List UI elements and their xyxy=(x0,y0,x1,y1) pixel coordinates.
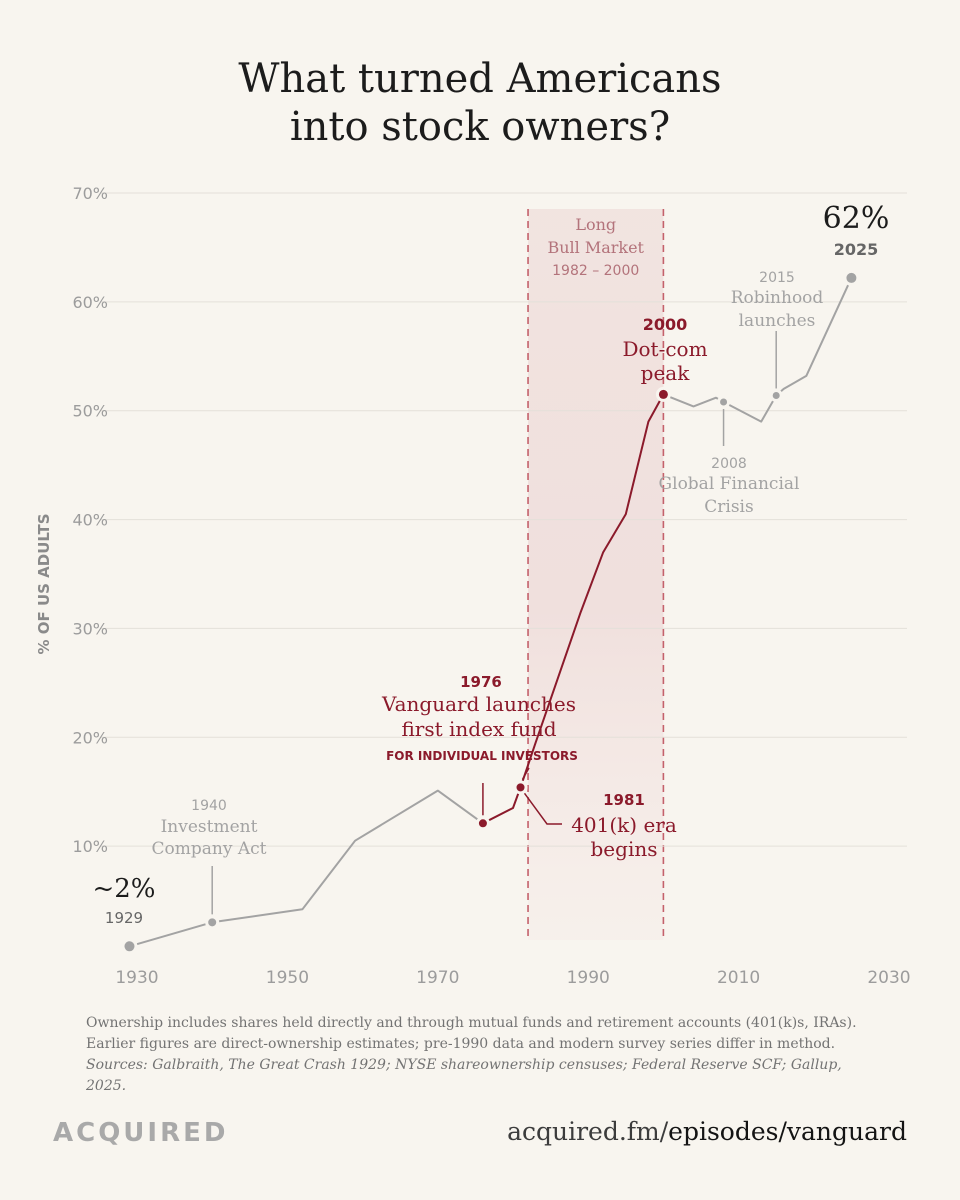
acquired-logo: ACQUIRED xyxy=(53,1118,229,1148)
robinhood-year-label: 2015 xyxy=(759,270,795,286)
footnote-line-2: Earlier figures are direct-ownership est… xyxy=(86,1036,836,1052)
chart-title-line-1: What turned Americans xyxy=(238,56,722,102)
dotcom-year-label: 2000 xyxy=(643,315,688,334)
bull-market-label: Bull Market xyxy=(547,238,644,257)
series-line-pre-1976 xyxy=(129,789,484,948)
x-tick-label: 2010 xyxy=(717,968,760,988)
y-tick-label: 30% xyxy=(72,619,108,638)
data-point-k401 xyxy=(516,783,525,792)
footnote-sources: Sources: Galbraith, The Great Crash 1929… xyxy=(86,1057,842,1094)
data-point-gfc xyxy=(720,398,728,406)
annotation-leader xyxy=(523,792,562,825)
y-tick-label: 50% xyxy=(72,402,108,421)
episode-link-domain: acquired.fm/ xyxy=(507,1117,669,1146)
x-tick-label: 1990 xyxy=(567,968,610,988)
bull-market-years: 1982 – 2000 xyxy=(552,263,639,279)
start-year-label: 1929 xyxy=(105,909,143,927)
gfc-year-label: 2008 xyxy=(711,456,747,472)
footnote: Ownership includes shares held directly … xyxy=(86,1013,886,1097)
episode-link[interactable]: acquired.fm/episodes/vanguard xyxy=(507,1117,907,1146)
data-point-robinhood xyxy=(772,391,780,399)
data-point-end xyxy=(846,272,857,283)
data-point-ica xyxy=(208,918,217,927)
ica-label-line: Investment xyxy=(161,817,258,837)
stock-ownership-chart: Long Bull Market 1982 – 2000 10% 20% 30% 40% 5… xyxy=(35,184,911,988)
y-tick-label: 60% xyxy=(72,293,108,312)
annotation-leader xyxy=(521,767,530,780)
series-line-1976-2000 xyxy=(482,393,665,825)
robinhood-label-line: launches xyxy=(739,311,816,331)
ica-year-label: 1940 xyxy=(191,798,227,814)
data-point-start xyxy=(124,941,135,952)
vanguard-label-line: first index fund xyxy=(401,717,556,741)
gfc-label-line: Global Financial xyxy=(659,474,800,494)
vanguard-sub-label: FOR INDIVIDUAL INVESTORS xyxy=(386,749,578,763)
bull-market-label: Long xyxy=(575,215,616,234)
k401-label-line: begins xyxy=(591,837,658,861)
y-tick-label: 40% xyxy=(72,511,108,530)
y-tick-label: 70% xyxy=(72,184,108,203)
x-tick-label: 1970 xyxy=(416,968,459,988)
chart-title: What turned Americans into stock owners? xyxy=(0,55,960,151)
footnote-line-1: Ownership includes shares held directly … xyxy=(86,1015,857,1031)
y-axis-label: % OF US ADULTS xyxy=(35,513,53,654)
dotcom-label-line: peak xyxy=(641,361,691,385)
ica-label-line: Company Act xyxy=(152,839,267,859)
dotcom-label-line: Dot-com xyxy=(622,337,707,361)
end-value-label: 62% xyxy=(823,201,890,236)
x-tick-label: 1950 xyxy=(266,968,309,988)
vanguard-year-label: 1976 xyxy=(460,673,502,691)
data-point-vanguard xyxy=(478,819,487,828)
chart-title-line-2: into stock owners? xyxy=(289,104,671,150)
start-value-label: ~2% xyxy=(92,874,155,904)
robinhood-label-line: Robinhood xyxy=(731,288,824,308)
k401-label-line: 401(k) era xyxy=(571,813,677,837)
episode-link-path: episodes/vanguard xyxy=(668,1117,907,1146)
x-tick-label: 2030 xyxy=(867,968,910,988)
gfc-label-line: Crisis xyxy=(704,497,753,517)
data-point-dotcom xyxy=(658,389,668,399)
k401-year-label: 1981 xyxy=(603,791,645,809)
y-tick-label: 10% xyxy=(72,837,108,856)
series-line-post-2000 xyxy=(663,277,853,423)
vanguard-label-line: Vanguard launches xyxy=(381,692,576,716)
end-year-label: 2025 xyxy=(834,240,879,259)
y-tick-label: 20% xyxy=(72,728,108,747)
x-tick-label: 1930 xyxy=(115,968,158,988)
